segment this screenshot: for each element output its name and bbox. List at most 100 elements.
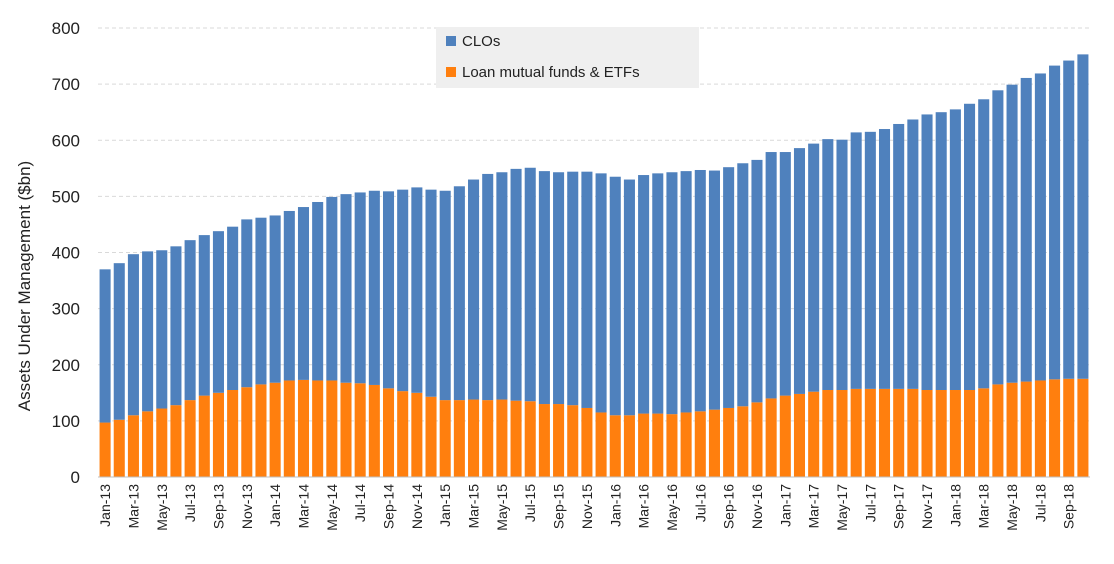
y-axis-label: Assets Under Management ($bn): [15, 161, 34, 411]
bar-clos: [368, 190, 380, 385]
bar-clos: [184, 240, 196, 401]
bar-clos: [198, 235, 210, 396]
bar-loan-funds: [538, 404, 550, 477]
bar-loan-funds: [822, 390, 834, 477]
bar-clos: [623, 179, 635, 416]
x-tick-label: Jul-14: [352, 484, 368, 522]
bar-clos: [737, 163, 749, 407]
y-tick-label: 800: [52, 19, 80, 38]
bar-loan-funds: [765, 398, 777, 477]
bar-loan-funds: [453, 400, 465, 477]
bar-loan-funds: [553, 404, 565, 477]
legend-background: [436, 27, 699, 88]
bar-clos: [297, 207, 310, 380]
bar-clos: [793, 148, 806, 394]
y-tick-label: 700: [52, 75, 80, 94]
bars: [99, 54, 1089, 477]
bar-loan-funds: [723, 407, 735, 477]
legend-label-loan-funds: Loan mutual funds & ETFs: [462, 64, 640, 81]
bar-clos: [808, 143, 820, 392]
bar-clos: [723, 167, 735, 408]
x-tick-label: Jan-16: [607, 484, 623, 527]
bar-clos: [680, 171, 692, 413]
bar-clos: [524, 167, 536, 402]
legend: CLOs Loan mutual funds & ETFs: [436, 27, 699, 88]
bar-loan-funds: [1034, 380, 1046, 477]
y-tick-label: 300: [52, 300, 80, 319]
x-tick-label: Mar-18: [976, 484, 992, 529]
bar-loan-funds: [779, 395, 791, 477]
bar-loan-funds: [368, 384, 380, 477]
x-tick-label: May-16: [664, 484, 680, 531]
bar-clos: [553, 172, 565, 405]
y-tick-label: 200: [52, 356, 80, 375]
bar-clos: [850, 132, 862, 389]
x-tick-label: Jan-15: [437, 484, 453, 527]
x-tick-label: Sep-17: [891, 484, 907, 529]
bar-loan-funds: [992, 384, 1004, 477]
bar-loan-funds: [581, 407, 593, 477]
x-tick-label: Mar-14: [295, 484, 311, 529]
bar-clos: [864, 131, 876, 389]
bar-loan-funds: [864, 388, 876, 477]
bar-loan-funds: [737, 406, 749, 477]
x-tick-label: Mar-13: [125, 484, 141, 529]
x-tick-label: Sep-14: [381, 484, 397, 529]
bar-loan-funds: [156, 408, 168, 477]
x-tick-label: Jan-17: [777, 484, 793, 527]
x-tick-label: Jan-14: [267, 484, 283, 527]
x-tick-label: Sep-15: [551, 484, 567, 529]
bar-clos: [312, 201, 324, 381]
bar-loan-funds: [99, 422, 111, 477]
y-tick-label: 500: [52, 187, 80, 206]
bar-clos: [822, 139, 834, 391]
bar-loan-funds: [198, 395, 210, 477]
bar-clos: [1049, 65, 1061, 380]
bar-clos: [836, 139, 848, 391]
bar-clos: [595, 173, 607, 413]
bar-clos: [1006, 84, 1018, 383]
bar-loan-funds: [793, 393, 806, 477]
x-tick-label: Sep-18: [1061, 484, 1077, 529]
x-tick-label: Jan-13: [97, 484, 113, 527]
x-tick-label: Jul-17: [862, 484, 878, 522]
bar-clos: [538, 171, 550, 405]
bar-clos: [510, 168, 522, 401]
x-tick-label: May-18: [1004, 484, 1020, 531]
bar-loan-funds: [751, 402, 763, 477]
bar-clos: [439, 190, 451, 401]
bar-loan-funds: [113, 419, 125, 477]
x-tick-label: Mar-16: [636, 484, 652, 529]
bar-loan-funds: [708, 409, 720, 477]
bar-loan-funds: [227, 390, 239, 477]
bar-loan-funds: [978, 388, 990, 477]
bar-clos: [652, 173, 664, 414]
x-tick-label: Jul-16: [692, 484, 708, 522]
bar-loan-funds: [482, 400, 494, 477]
x-tick-label: Mar-15: [466, 484, 482, 529]
bar-clos: [397, 189, 409, 392]
bar-loan-funds: [312, 380, 324, 477]
bar-clos: [694, 169, 706, 412]
bar-clos: [1063, 60, 1075, 379]
bar-loan-funds: [935, 390, 947, 477]
bar-loan-funds: [638, 413, 650, 477]
bar-loan-funds: [255, 384, 267, 477]
bar-loan-funds: [609, 415, 621, 477]
bar-loan-funds: [694, 411, 706, 477]
bar-loan-funds: [921, 390, 933, 477]
bar-loan-funds: [241, 387, 253, 477]
bar-clos: [581, 171, 593, 408]
bar-loan-funds: [652, 413, 664, 477]
bar-loan-funds: [893, 388, 905, 477]
bar-clos: [354, 192, 366, 384]
bar-clos: [113, 263, 125, 420]
y-tick-label: 100: [52, 412, 80, 431]
bar-clos: [1077, 54, 1089, 379]
bar-clos: [949, 109, 961, 391]
bar-clos: [468, 179, 480, 400]
bar-clos: [1034, 73, 1046, 381]
bar-clos: [609, 176, 621, 416]
x-tick-label: Jan-18: [947, 484, 963, 527]
